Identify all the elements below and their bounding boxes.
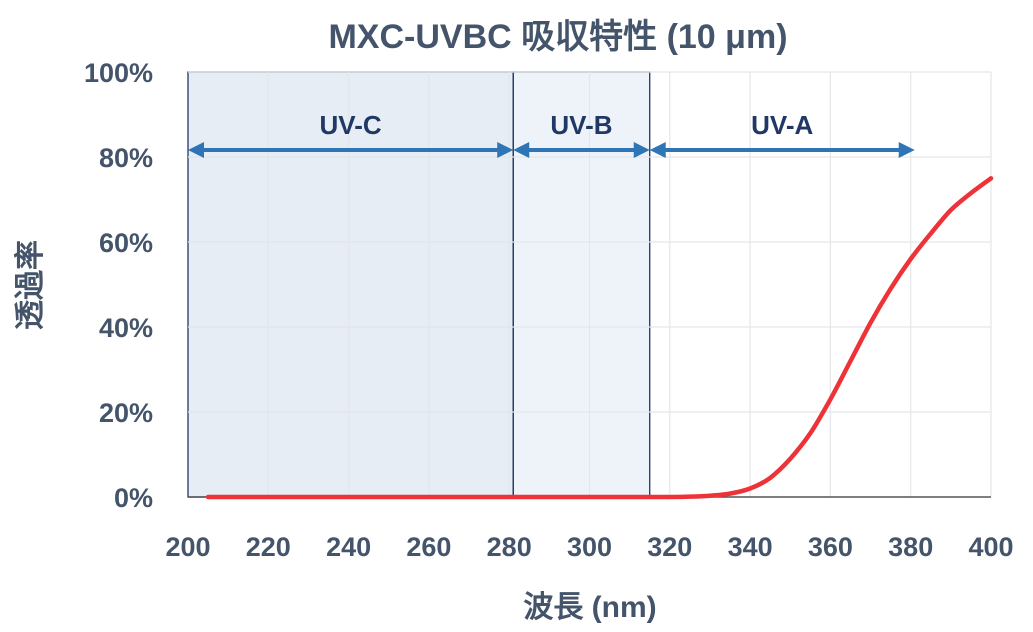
band-label-uv-a: UV-A bbox=[751, 110, 813, 140]
y-tick-label: 0% bbox=[114, 483, 153, 513]
x-axis-title: 波長 (nm) bbox=[523, 591, 656, 624]
x-tick-label: 220 bbox=[246, 532, 291, 562]
x-tick-label: 300 bbox=[567, 532, 612, 562]
x-tick-label: 200 bbox=[165, 532, 210, 562]
x-tick-label: 360 bbox=[808, 532, 853, 562]
band-arrow-layer: UV-C UV-B UV-A bbox=[188, 110, 915, 158]
x-tick-label: 260 bbox=[406, 532, 451, 562]
band-uv-a bbox=[649, 72, 991, 497]
band-arrowhead-right bbox=[898, 142, 915, 158]
y-tick-label: 20% bbox=[99, 398, 153, 428]
grid-layer bbox=[188, 71, 992, 498]
tick-layer: 200 220 240 260 280 300 320 340 360 380 400 0% 20% 40… bbox=[84, 58, 1014, 562]
x-tick-label: 380 bbox=[888, 532, 933, 562]
x-tick-label: 400 bbox=[968, 532, 1013, 562]
band-uv-b bbox=[513, 72, 650, 497]
band-arrowhead-left bbox=[188, 142, 204, 158]
band-label-uv-b: UV-B bbox=[550, 110, 612, 140]
y-tick-label: 60% bbox=[99, 228, 153, 258]
x-tick-label: 320 bbox=[647, 532, 692, 562]
y-tick-label: 100% bbox=[84, 58, 153, 88]
band-arrowhead-left bbox=[649, 142, 666, 158]
series-layer bbox=[205, 176, 994, 500]
y-tick-label: 80% bbox=[99, 143, 153, 173]
x-tick-label: 340 bbox=[728, 532, 773, 562]
band-uv-c bbox=[188, 72, 514, 497]
transmittance-line bbox=[205, 176, 994, 500]
chart-title: MXC-UVBC 吸収特性 (10 μm) bbox=[328, 18, 787, 56]
band-arrowhead-left bbox=[513, 142, 530, 158]
band-arrowhead-right bbox=[497, 142, 514, 158]
x-tick-label: 280 bbox=[487, 532, 532, 562]
x-tick-label: 240 bbox=[326, 532, 371, 562]
band-arrowhead-right bbox=[633, 142, 650, 158]
band-label-uv-c: UV-C bbox=[320, 110, 382, 140]
band-layer bbox=[187, 71, 991, 498]
y-axis-title: 透過率 bbox=[14, 240, 47, 330]
y-tick-label: 40% bbox=[99, 313, 153, 343]
